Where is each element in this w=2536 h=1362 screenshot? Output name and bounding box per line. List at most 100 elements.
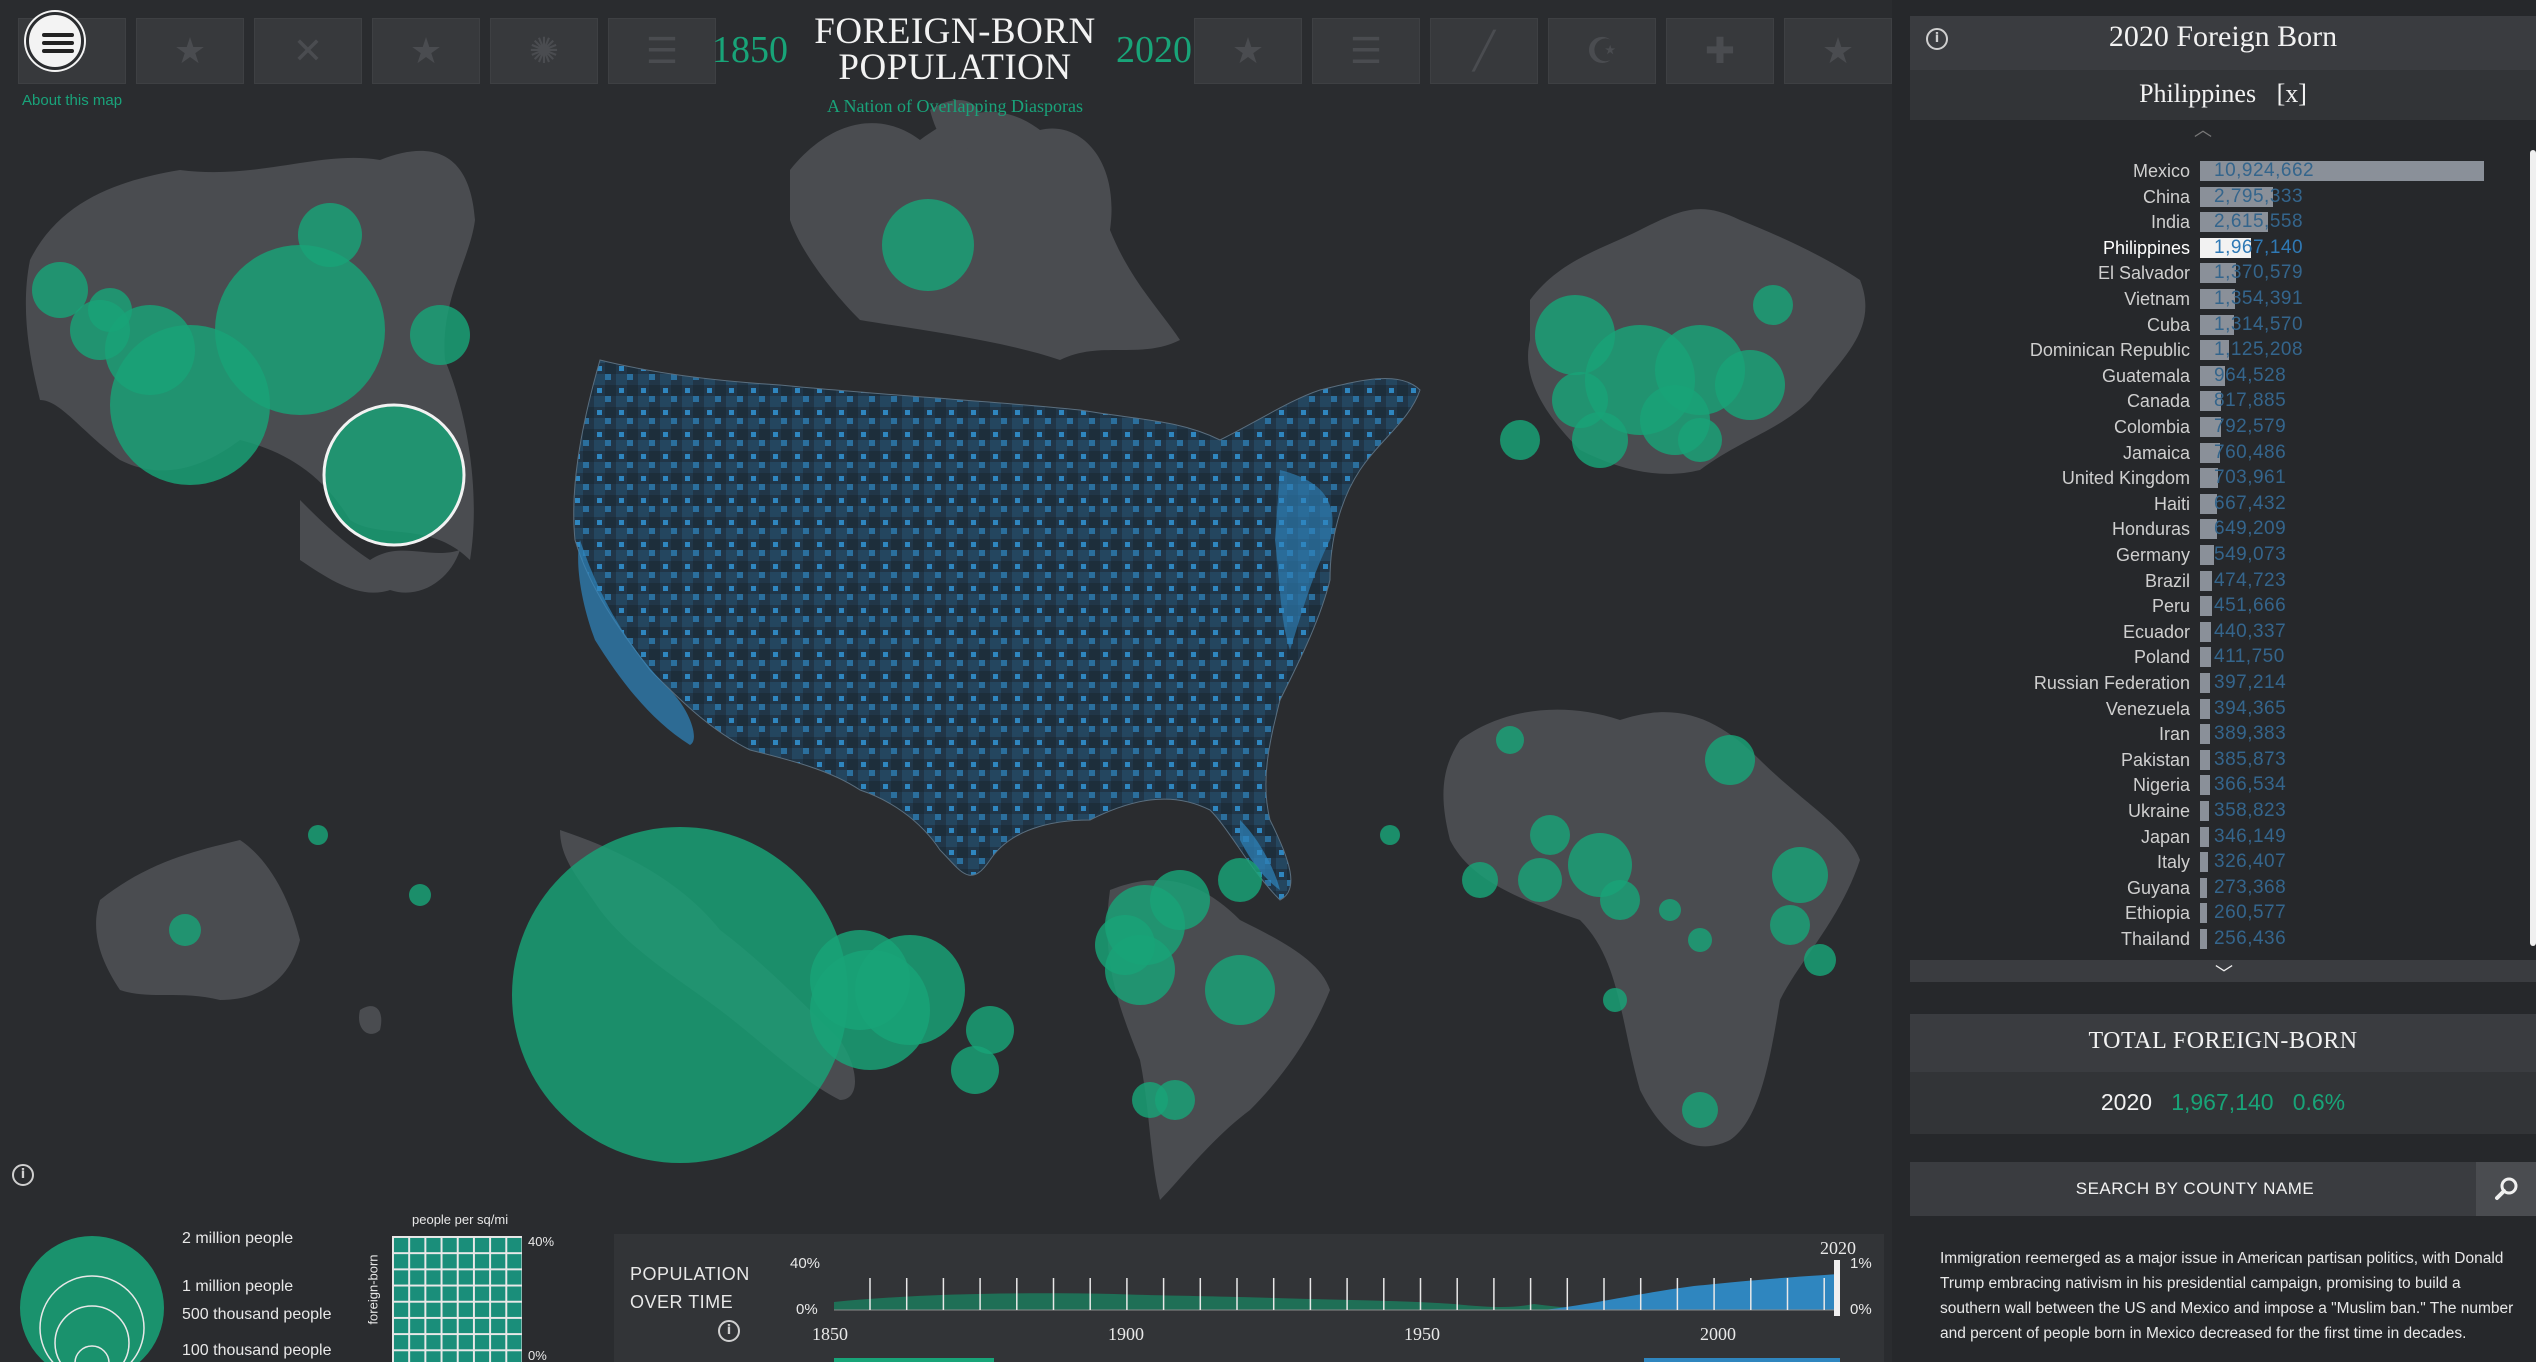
country-row[interactable]: Venezuela 394,365 xyxy=(1910,696,2536,722)
country-row[interactable]: Iran 389,383 xyxy=(1910,721,2536,747)
timeline-blue-area xyxy=(1544,1274,1840,1310)
country-row[interactable]: Colombia 792,579 xyxy=(1910,414,2536,440)
selected-country-bubble[interactable] xyxy=(322,403,466,547)
country-row[interactable]: Pakistan 385,873 xyxy=(1910,747,2536,773)
world-map[interactable] xyxy=(0,0,1892,1362)
panel-info-icon[interactable]: i xyxy=(1926,28,1948,50)
country-bubble[interactable] xyxy=(1095,915,1155,975)
close-icon[interactable]: [x] xyxy=(2276,79,2307,108)
country-row[interactable]: Mexico 10,924,662 xyxy=(1910,158,2536,184)
land-greenland xyxy=(930,100,982,150)
country-bubble[interactable] xyxy=(1155,1080,1195,1120)
country-bubble[interactable] xyxy=(1804,944,1836,976)
info-icon[interactable]: i xyxy=(12,1164,34,1186)
country-bubble[interactable] xyxy=(1572,412,1628,468)
timeline-info-icon[interactable]: i xyxy=(718,1320,740,1342)
country-bubble[interactable] xyxy=(1715,350,1785,420)
country-bubbles[interactable] xyxy=(32,199,1836,1163)
country-bubble[interactable] xyxy=(1705,735,1755,785)
country-row[interactable]: El Salvador 1,370,579 xyxy=(1910,260,2536,286)
country-row[interactable]: Ukraine 358,823 xyxy=(1910,798,2536,824)
country-row[interactable]: Italy 326,407 xyxy=(1910,849,2536,875)
country-row[interactable]: Guyana 273,368 xyxy=(1910,875,2536,901)
menu-button[interactable] xyxy=(26,12,84,70)
country-row[interactable]: Ecuador 440,337 xyxy=(1910,619,2536,645)
country-row[interactable]: Nigeria 366,534 xyxy=(1910,772,2536,798)
country-bubble[interactable] xyxy=(1496,726,1524,754)
country-bubble[interactable] xyxy=(1600,880,1640,920)
country-row[interactable]: Brazil 474,723 xyxy=(1910,568,2536,594)
country-row[interactable]: Russian Federation 397,214 xyxy=(1910,670,2536,696)
county-search[interactable]: SEARCH BY COUNTY NAME xyxy=(1910,1162,2536,1216)
country-bubble[interactable] xyxy=(512,827,848,1163)
country-row[interactable]: Ethiopia 260,577 xyxy=(1910,900,2536,926)
country-bubble[interactable] xyxy=(1688,928,1712,952)
country-bubble[interactable] xyxy=(88,288,132,332)
list-scrollbar[interactable] xyxy=(2530,150,2536,946)
land-australia xyxy=(96,840,300,1000)
country-bubble[interactable] xyxy=(951,1046,999,1094)
country-bubble[interactable] xyxy=(966,1006,1014,1054)
country-row[interactable]: United Kingdom 703,961 xyxy=(1910,465,2536,491)
country-row[interactable]: Canada 817,885 xyxy=(1910,388,2536,414)
country-row[interactable]: China 2,795,333 xyxy=(1910,184,2536,210)
country-bubble[interactable] xyxy=(324,405,464,545)
country-row[interactable]: Haiti 667,432 xyxy=(1910,491,2536,517)
country-value: 394,365 xyxy=(2214,697,2287,719)
country-bubble[interactable] xyxy=(1772,847,1828,903)
country-row[interactable]: Philippines 1,967,140 xyxy=(1910,235,2536,261)
country-row[interactable]: Honduras 649,209 xyxy=(1910,516,2536,542)
country-row[interactable]: Cuba 1,314,570 xyxy=(1910,312,2536,338)
country-bubble[interactable] xyxy=(1530,815,1570,855)
country-bubble[interactable] xyxy=(1518,858,1562,902)
population-timeline[interactable]: POPULATION OVER TIME i 40% 0% 1% 0% 2020… xyxy=(614,1234,1884,1362)
country-row[interactable]: Thailand 256,436 xyxy=(1910,926,2536,952)
country-name: Cuba xyxy=(2146,314,2190,335)
country-bubble[interactable] xyxy=(410,305,470,365)
map-area[interactable]: ✚ ★ ✕ ★ ✺ ☰ ★ ☰ ╱ ☪ ✚ ★ About this map 1… xyxy=(0,0,1892,1362)
country-bubble[interactable] xyxy=(298,203,362,267)
country-bubble[interactable] xyxy=(1659,899,1681,921)
country-bubble[interactable] xyxy=(1770,905,1810,945)
country-value: 817,885 xyxy=(2214,390,2287,412)
timeline-chart[interactable]: 40% 0% 1% 0% 2020 1850 1900 1950 2000 xyxy=(614,1234,1884,1362)
country-name: El Salvador xyxy=(2097,263,2190,284)
country-row[interactable]: Poland 411,750 xyxy=(1910,644,2536,670)
country-bubble[interactable] xyxy=(1640,385,1710,455)
country-bubble[interactable] xyxy=(169,914,201,946)
country-bubble[interactable] xyxy=(1682,1092,1718,1128)
country-row[interactable]: Japan 346,149 xyxy=(1910,824,2536,850)
country-bubble[interactable] xyxy=(32,262,88,318)
timeline-yleft-bottom: 0% xyxy=(796,1301,818,1318)
country-bar xyxy=(2200,724,2211,745)
year-start-label[interactable]: 1850 xyxy=(712,29,788,71)
country-bubble[interactable] xyxy=(1380,825,1400,845)
country-row[interactable]: Germany 549,073 xyxy=(1910,542,2536,568)
search-label[interactable]: SEARCH BY COUNTY NAME xyxy=(2075,1179,2315,1198)
country-row[interactable]: Dominican Republic 1,125,208 xyxy=(1910,337,2536,363)
chevron-down-icon[interactable]: ﹀ xyxy=(2215,964,2233,984)
country-row[interactable]: Peru 451,666 xyxy=(1910,593,2536,619)
country-bubble[interactable] xyxy=(1218,858,1262,902)
search-button[interactable] xyxy=(2476,1162,2536,1216)
country-bubble[interactable] xyxy=(1150,870,1210,930)
land-canada xyxy=(790,111,1180,361)
country-bubble[interactable] xyxy=(1462,862,1498,898)
country-row[interactable]: India 2,615,558 xyxy=(1910,209,2536,235)
about-link[interactable]: About this map xyxy=(22,92,123,109)
chevron-up-icon[interactable]: ︿ xyxy=(2194,120,2212,140)
country-row[interactable]: Jamaica 760,486 xyxy=(1910,440,2536,466)
country-bubble[interactable] xyxy=(882,199,974,291)
country-row[interactable]: Guatemala 964,528 xyxy=(1910,363,2536,389)
year-end-label[interactable]: 2020 xyxy=(1116,29,1192,71)
country-bubble[interactable] xyxy=(1603,988,1627,1012)
country-list[interactable]: Mexico 10,924,662 China 2,795,333 India 2,615… xyxy=(1910,158,2536,958)
country-bubble[interactable] xyxy=(855,935,965,1045)
country-bubble[interactable] xyxy=(1500,420,1540,460)
country-bubble[interactable] xyxy=(1205,955,1275,1025)
country-row[interactable]: Vietnam 1,354,391 xyxy=(1910,286,2536,312)
timeline-year-handle[interactable] xyxy=(1834,1260,1840,1316)
country-bubble[interactable] xyxy=(308,825,328,845)
country-bubble[interactable] xyxy=(1753,285,1793,325)
country-bubble[interactable] xyxy=(409,884,431,906)
